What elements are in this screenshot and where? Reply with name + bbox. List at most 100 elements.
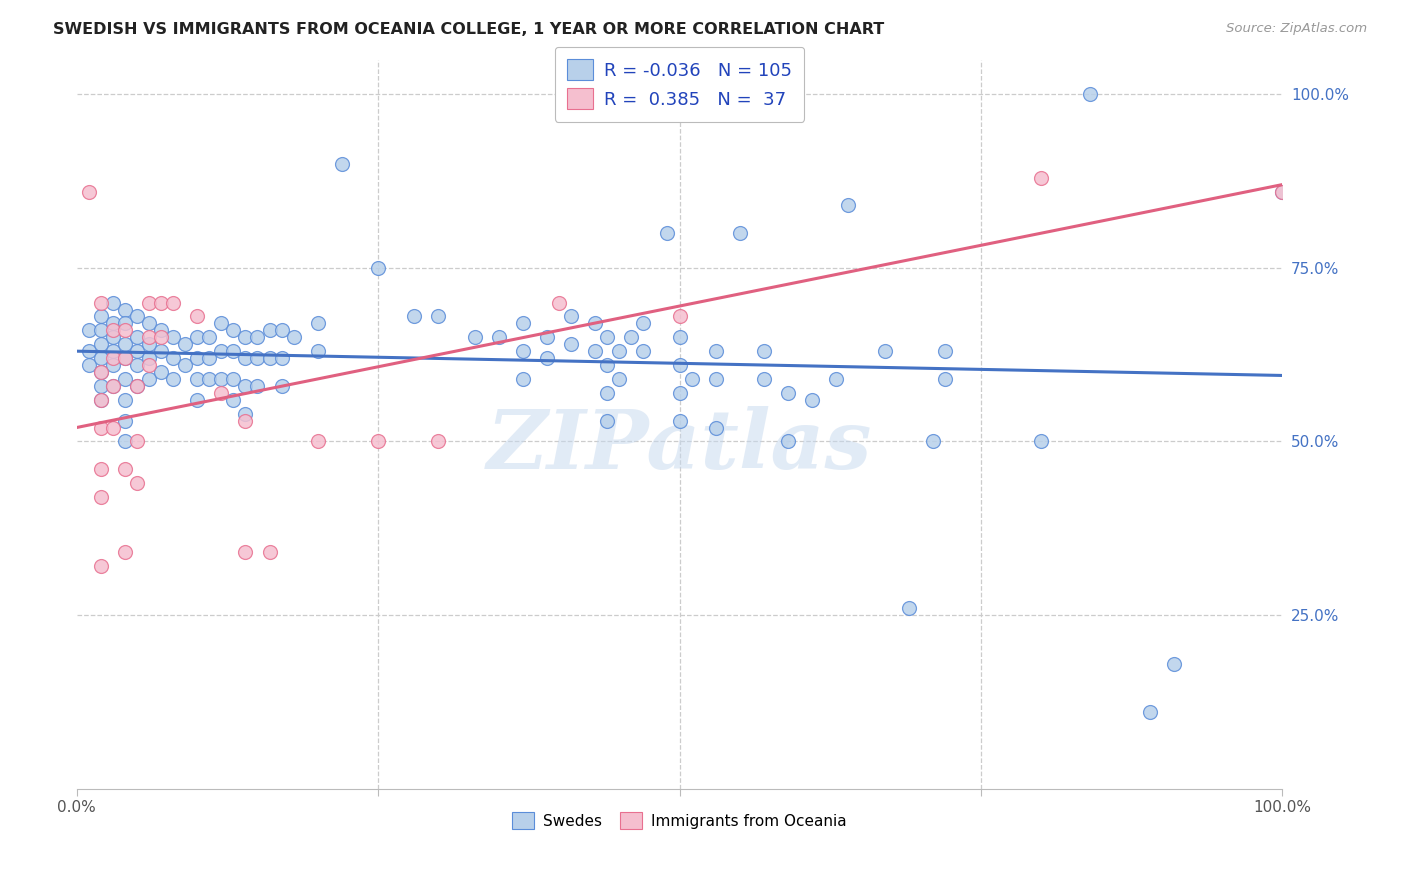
Point xyxy=(704,344,727,359)
Point xyxy=(162,295,184,310)
Point xyxy=(1271,185,1294,199)
Point xyxy=(149,344,172,359)
Point xyxy=(101,379,124,393)
Point xyxy=(77,185,100,199)
Point xyxy=(114,462,136,476)
Point xyxy=(270,323,292,337)
Point xyxy=(246,351,269,365)
Point xyxy=(114,434,136,449)
Point xyxy=(330,157,353,171)
Point xyxy=(90,323,112,337)
Point xyxy=(1031,170,1053,185)
Point xyxy=(90,310,112,324)
Point xyxy=(101,379,124,393)
Point xyxy=(114,351,136,365)
Point xyxy=(77,344,100,359)
Point xyxy=(235,330,257,344)
Point xyxy=(125,330,148,344)
Point xyxy=(307,344,329,359)
Point xyxy=(101,344,124,359)
Point xyxy=(620,330,643,344)
Point xyxy=(235,379,257,393)
Point xyxy=(90,295,112,310)
Point xyxy=(728,226,751,240)
Point xyxy=(259,323,281,337)
Point xyxy=(668,385,690,400)
Point xyxy=(90,351,112,365)
Point xyxy=(114,545,136,559)
Point xyxy=(101,317,124,331)
Point xyxy=(162,330,184,344)
Point xyxy=(209,344,232,359)
Point xyxy=(307,434,329,449)
Point xyxy=(668,330,690,344)
Point xyxy=(536,351,558,365)
Point xyxy=(138,358,160,372)
Point xyxy=(174,337,197,351)
Point xyxy=(125,434,148,449)
Point xyxy=(512,344,534,359)
Point xyxy=(90,392,112,407)
Point xyxy=(367,260,389,275)
Point xyxy=(149,365,172,379)
Point xyxy=(90,365,112,379)
Legend: Swedes, Immigrants from Oceania: Swedes, Immigrants from Oceania xyxy=(506,805,852,836)
Point xyxy=(873,344,896,359)
Point xyxy=(186,351,208,365)
Point xyxy=(283,330,305,344)
Point xyxy=(125,379,148,393)
Point xyxy=(633,317,655,331)
Point xyxy=(607,372,630,386)
Point xyxy=(367,434,389,449)
Point xyxy=(246,330,269,344)
Text: Source: ZipAtlas.com: Source: ZipAtlas.com xyxy=(1226,22,1367,36)
Point xyxy=(596,358,619,372)
Point xyxy=(1139,705,1161,719)
Point xyxy=(138,295,160,310)
Point xyxy=(270,351,292,365)
Point xyxy=(114,372,136,386)
Point xyxy=(1031,434,1053,449)
Point xyxy=(101,323,124,337)
Point xyxy=(560,337,582,351)
Point xyxy=(125,476,148,491)
Point xyxy=(427,434,450,449)
Point xyxy=(186,392,208,407)
Point xyxy=(209,385,232,400)
Point xyxy=(198,351,221,365)
Point xyxy=(114,323,136,337)
Point xyxy=(307,317,329,331)
Point xyxy=(114,302,136,317)
Point xyxy=(77,323,100,337)
Point xyxy=(125,344,148,359)
Point xyxy=(463,330,485,344)
Point xyxy=(596,330,619,344)
Text: ZIPatlas: ZIPatlas xyxy=(486,406,872,486)
Point xyxy=(596,414,619,428)
Point xyxy=(149,323,172,337)
Point xyxy=(583,344,606,359)
Text: SWEDISH VS IMMIGRANTS FROM OCEANIA COLLEGE, 1 YEAR OR MORE CORRELATION CHART: SWEDISH VS IMMIGRANTS FROM OCEANIA COLLE… xyxy=(53,22,884,37)
Point xyxy=(657,226,679,240)
Point xyxy=(114,414,136,428)
Point xyxy=(125,310,148,324)
Point xyxy=(90,337,112,351)
Point xyxy=(488,330,510,344)
Point xyxy=(921,434,943,449)
Point xyxy=(138,372,160,386)
Point xyxy=(825,372,848,386)
Point xyxy=(114,317,136,331)
Point xyxy=(427,310,450,324)
Point xyxy=(198,330,221,344)
Point xyxy=(90,420,112,434)
Point xyxy=(222,323,245,337)
Point xyxy=(138,317,160,331)
Point xyxy=(90,392,112,407)
Point xyxy=(186,310,208,324)
Point xyxy=(752,344,775,359)
Point xyxy=(138,351,160,365)
Point xyxy=(235,407,257,421)
Point xyxy=(897,601,920,615)
Point xyxy=(633,344,655,359)
Point xyxy=(77,358,100,372)
